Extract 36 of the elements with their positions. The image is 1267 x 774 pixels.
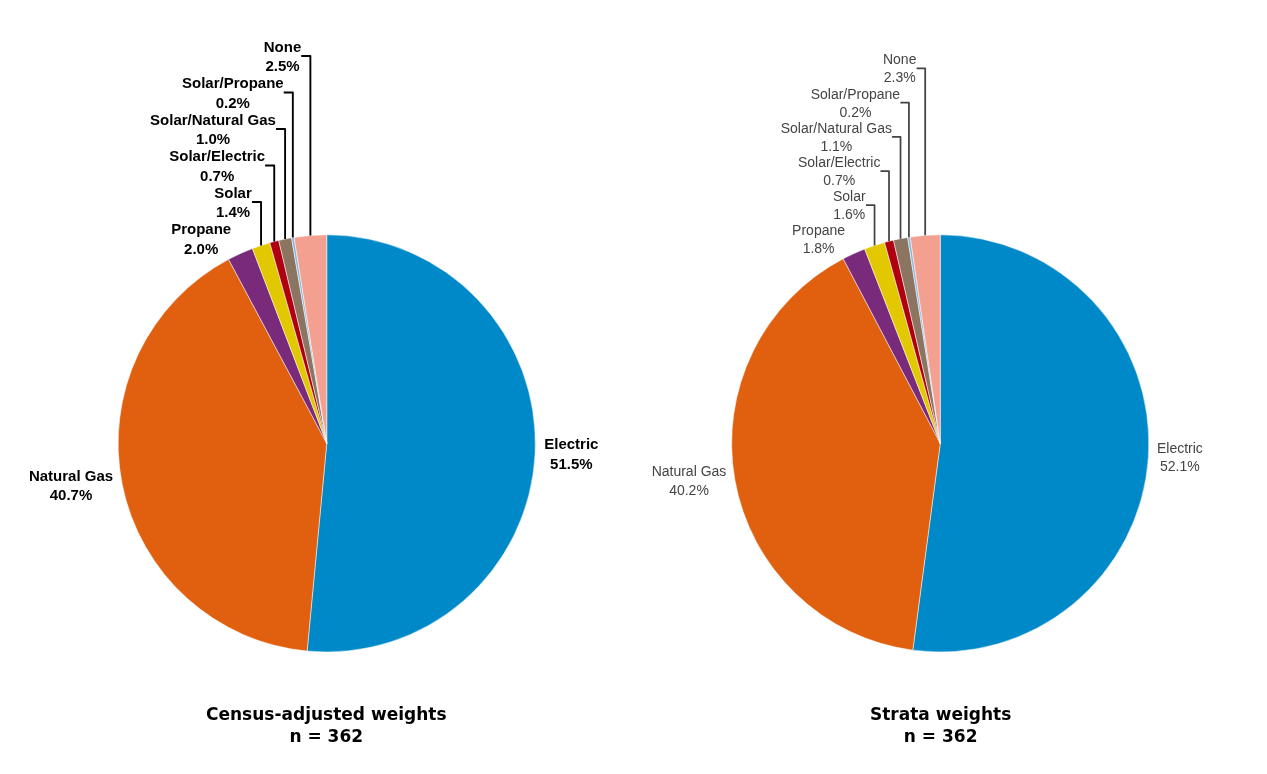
slice-label: Propane xyxy=(792,222,846,239)
data-label: 1.8% xyxy=(802,240,835,257)
data-label: 40.2% xyxy=(669,481,709,498)
data-label: 1.1% xyxy=(820,137,853,154)
data-label: 52.1% xyxy=(1160,458,1200,475)
slice-label: Natural Gas xyxy=(28,466,114,484)
slice-label: Electric xyxy=(1156,440,1203,457)
data-label: 0.2% xyxy=(215,93,250,111)
data-label: 1.0% xyxy=(195,130,231,148)
text: Strata weights xyxy=(870,704,1012,724)
slice-label: Solar/Propane xyxy=(810,85,901,102)
data-label: 51.5% xyxy=(550,454,593,472)
text: Census-adjusted weights xyxy=(206,704,447,724)
data-label: 2.3% xyxy=(883,69,916,86)
slice-label: Propane xyxy=(171,220,232,238)
slice-label: Solar/Propane xyxy=(182,74,284,92)
slice-label: Solar/Natural Gas xyxy=(150,110,276,128)
data-label: 0.2% xyxy=(839,103,872,120)
data-label: 40.7% xyxy=(49,486,93,504)
slice-label: None xyxy=(263,37,302,55)
data-label: 0.7% xyxy=(823,172,856,189)
slice-label: Natural Gas xyxy=(651,463,727,480)
slice-label: None xyxy=(882,51,917,68)
data-label: 2.5% xyxy=(265,57,300,75)
slice-label: Solar xyxy=(214,183,252,201)
slice-label: Solar/Electric xyxy=(169,147,266,165)
slice-label: Solar/Natural Gas xyxy=(780,119,892,136)
data-label: 1.4% xyxy=(215,203,251,221)
text: n = 362 xyxy=(903,726,978,747)
data-label: 0.7% xyxy=(200,166,235,184)
data-label: 2.0% xyxy=(184,239,219,257)
data-label: 1.6% xyxy=(833,206,866,223)
slice-label: Electric xyxy=(544,435,599,453)
slice-label: Solar/Electric xyxy=(797,153,881,170)
text: n = 362 xyxy=(289,726,364,747)
slice-label: Solar xyxy=(832,188,866,205)
